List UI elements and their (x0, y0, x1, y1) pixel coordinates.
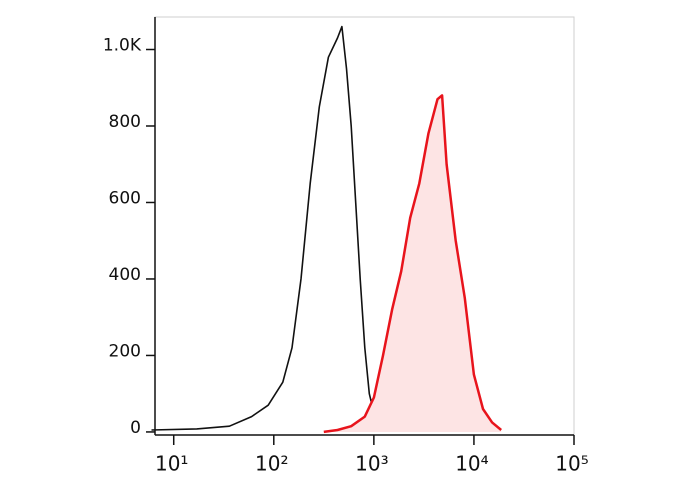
x-tick-label: 10² (255, 452, 288, 476)
area-fill (323, 95, 502, 432)
y-tick-label: 600 (109, 188, 141, 208)
x-tick-label: 10⁵ (555, 452, 588, 476)
y-tick-label: 0 (130, 418, 141, 438)
y-tick-label: 400 (109, 265, 141, 285)
x-tick-label: 10¹ (155, 452, 188, 476)
y-tick-label: 800 (109, 112, 141, 132)
x-tick-label: 10⁴ (455, 452, 488, 476)
plot-frame (154, 16, 575, 436)
y-tick-label: 1.0K (103, 36, 142, 56)
x-tick-label: 10³ (355, 452, 388, 476)
histogram-line (151, 25, 393, 432)
y-tick-label: 200 (109, 341, 141, 361)
histogram-line (323, 94, 503, 434)
